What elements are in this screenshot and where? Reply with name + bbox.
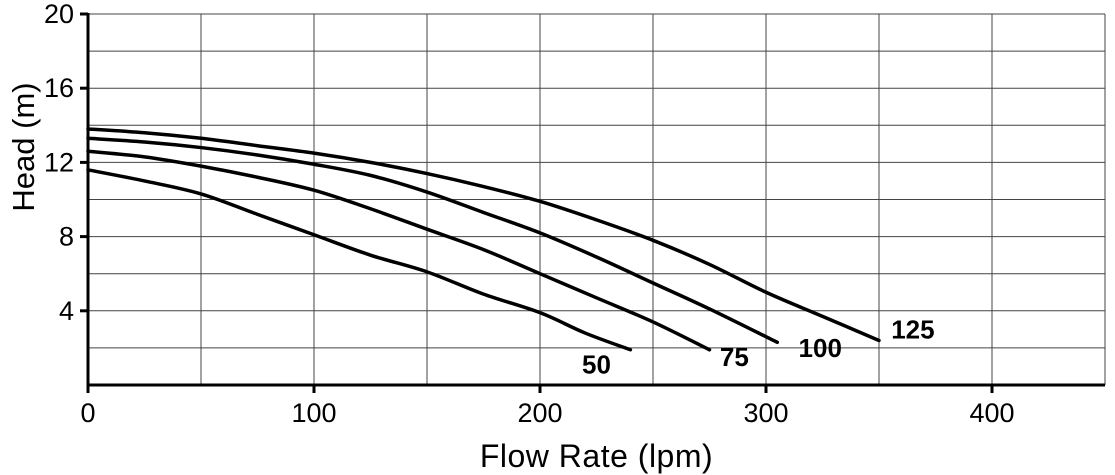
axes: [86, 13, 1105, 387]
y-tick-label: 4: [59, 296, 74, 326]
curve-label-75: 75: [720, 342, 749, 372]
curve-50: [86, 168, 633, 352]
x-tick-label: 300: [743, 398, 788, 428]
curve-label-50: 50: [582, 350, 611, 380]
x-tick-label: 200: [517, 398, 562, 428]
series-curves: 50 75 100 125: [86, 127, 935, 380]
y-tick-label: 20: [44, 0, 74, 29]
x-axis-title: Flow Rate (lpm): [479, 438, 714, 474]
curve-75: [86, 149, 712, 352]
curve-125: [86, 127, 881, 343]
tick-labels: 0 100 200 300 400 4 8 12 16 20: [44, 0, 1015, 428]
y-tick-label: 16: [44, 73, 74, 103]
curve-label-125: 125: [891, 314, 934, 344]
x-tick-label: 400: [969, 398, 1014, 428]
y-tick-label: 8: [59, 222, 74, 252]
curve-100: [86, 136, 780, 345]
x-tick-label: 0: [80, 398, 95, 428]
y-tick-label: 12: [44, 147, 74, 177]
y-axis-title: Head (m): [6, 82, 41, 212]
x-tick-label: 100: [291, 398, 336, 428]
curve-label-100: 100: [799, 333, 842, 363]
grid-lines: [88, 13, 1106, 385]
